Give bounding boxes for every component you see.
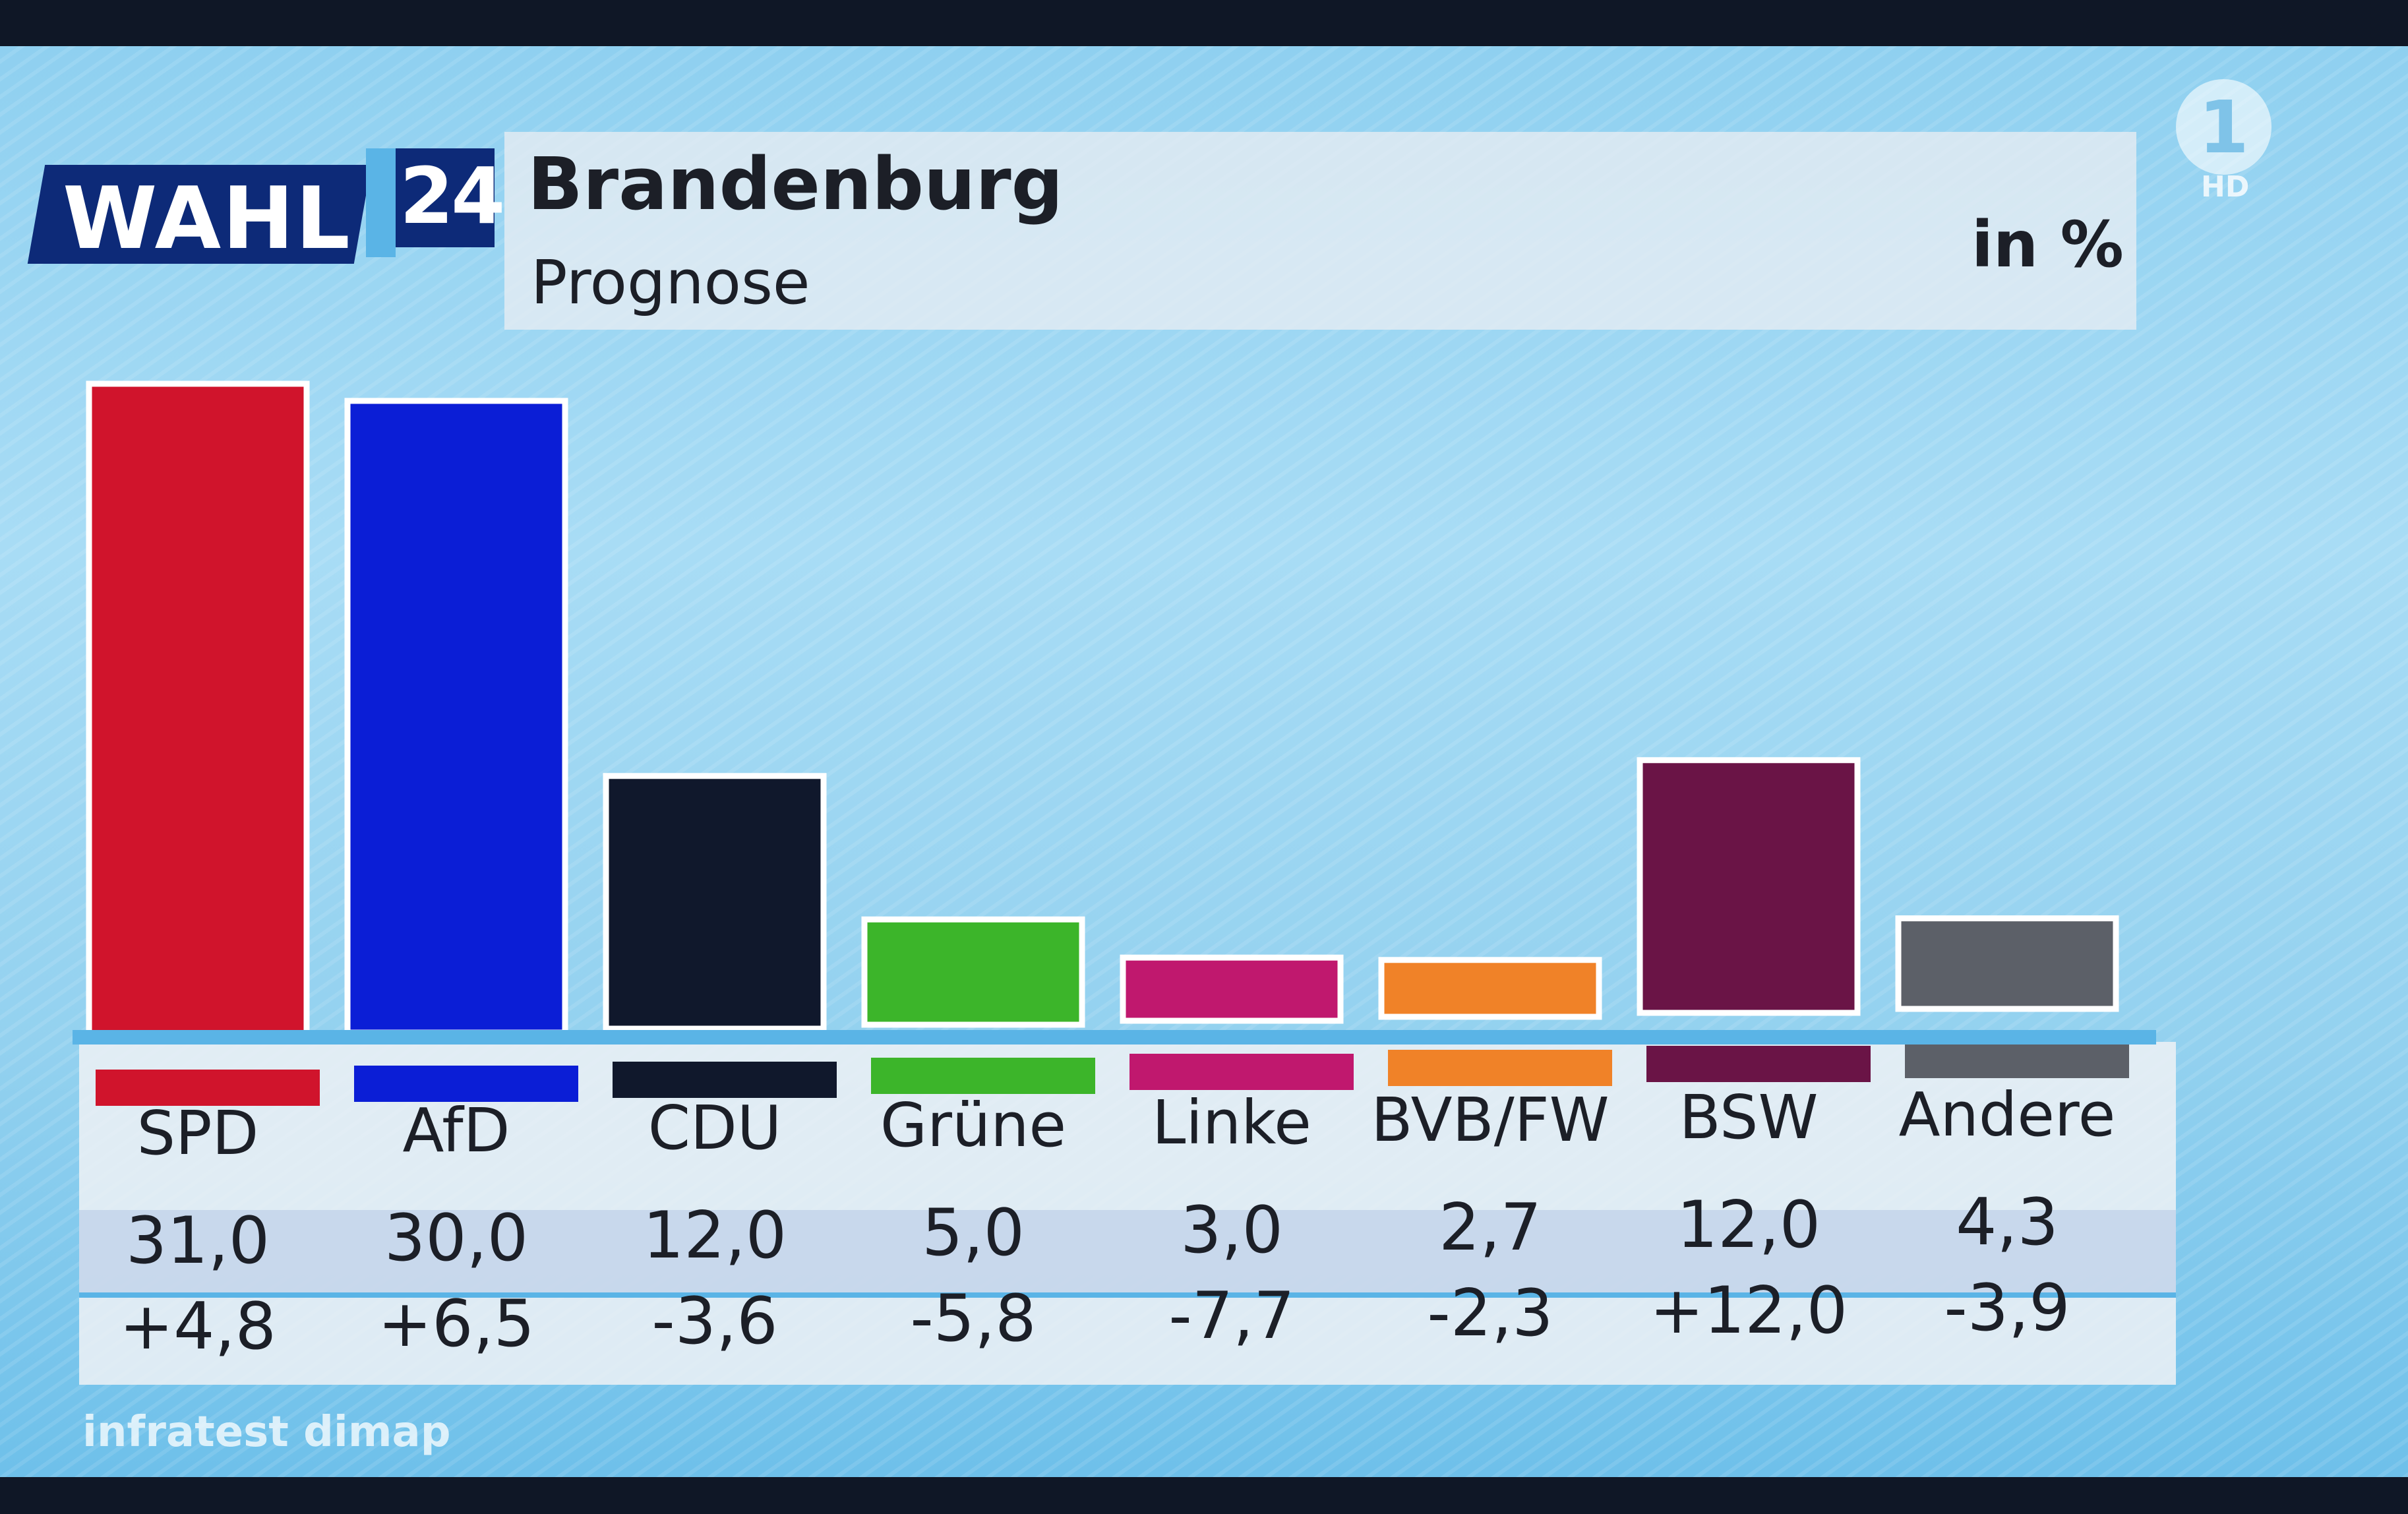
bar-afd [344, 398, 568, 1036]
chart-subtitle: Prognose [531, 247, 810, 318]
change-label-cdu: -3,6 [651, 1284, 778, 1359]
category-label-gr-ne: Grüne [880, 1090, 1067, 1161]
bar-gr-ne [861, 916, 1085, 1028]
values-row-band [79, 1210, 2176, 1292]
value-label-bvb-fw: 2,7 [1439, 1190, 1542, 1265]
value-label-bsw: 12,0 [1676, 1188, 1821, 1263]
color-key-gr-ne [871, 1058, 1095, 1094]
year-text: 24 [400, 150, 505, 241]
bar-cdu [603, 773, 827, 1032]
color-key-bsw [1646, 1046, 1871, 1082]
color-key-linke [1129, 1054, 1354, 1090]
value-label-cdu: 12,0 [642, 1198, 787, 1273]
value-label-afd: 30,0 [384, 1201, 529, 1276]
category-label-andere: Andere [1898, 1079, 2116, 1150]
change-label-bsw: +12,0 [1649, 1273, 1848, 1348]
change-label-bvb-fw: -2,3 [1427, 1276, 1553, 1351]
change-label-linke: -7,7 [1168, 1279, 1295, 1354]
value-label-gr-ne: 5,0 [922, 1196, 1025, 1271]
category-label-bsw: BSW [1679, 1082, 1819, 1153]
channel-logo-icon: 1 [2176, 79, 2272, 175]
color-key-bvb-fw [1388, 1050, 1612, 1086]
title-panel [504, 132, 2136, 330]
chart-title: Brandenburg [527, 142, 1064, 226]
bar-linke [1120, 954, 1344, 1024]
category-label-cdu: CDU [647, 1093, 782, 1163]
bar-bsw [1637, 757, 1861, 1016]
unit-label: in % [1972, 208, 2124, 282]
change-label-gr-ne: -5,8 [910, 1281, 1037, 1356]
change-label-andere: -3,9 [1944, 1271, 2070, 1346]
category-label-bvb-fw: BVB/FW [1371, 1085, 1610, 1155]
change-label-afd: +6,5 [378, 1287, 535, 1362]
color-key-cdu [613, 1062, 837, 1098]
change-label-spd: +4,8 [119, 1289, 276, 1364]
year-box [396, 148, 495, 247]
bar-bvb-fw [1378, 957, 1602, 1020]
color-key-afd [354, 1066, 578, 1102]
category-label-spd: SPD [136, 1098, 259, 1168]
category-label-afd: AfD [402, 1095, 510, 1166]
row-divider [79, 1292, 2176, 1298]
hd-badge: HD [2201, 170, 2250, 204]
value-label-andere: 4,3 [1956, 1185, 2059, 1260]
value-label-spd: 31,0 [125, 1203, 270, 1279]
wahl-logo-stripe [366, 148, 396, 257]
color-key-andere [1905, 1042, 2129, 1078]
value-label-linke: 3,0 [1180, 1193, 1283, 1268]
bar-spd [86, 380, 310, 1040]
bar-andere [1895, 915, 2119, 1012]
wahl-logo-text: WAHL [63, 168, 351, 268]
category-label-linke: Linke [1152, 1087, 1311, 1158]
source-label: infratest dimap [82, 1408, 451, 1457]
color-key-spd [96, 1070, 320, 1106]
chart-baseline [73, 1030, 2156, 1045]
